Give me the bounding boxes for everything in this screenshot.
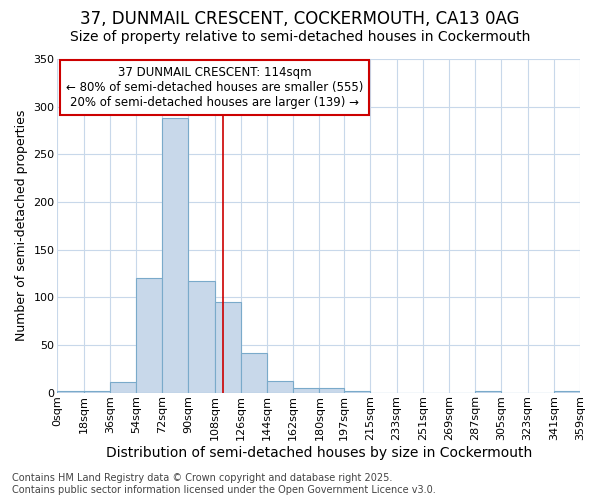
Text: Contains HM Land Registry data © Crown copyright and database right 2025.
Contai: Contains HM Land Registry data © Crown c… [12,474,436,495]
Bar [58,390,83,392]
Text: 37 DUNMAIL CRESCENT: 114sqm
← 80% of semi-detached houses are smaller (555)
20% : 37 DUNMAIL CRESCENT: 114sqm ← 80% of sem… [66,66,364,108]
Bar [110,382,136,392]
X-axis label: Distribution of semi-detached houses by size in Cockermouth: Distribution of semi-detached houses by … [106,446,532,460]
Bar [136,278,162,392]
Bar [293,388,319,392]
Text: 37, DUNMAIL CRESCENT, COCKERMOUTH, CA13 0AG: 37, DUNMAIL CRESCENT, COCKERMOUTH, CA13 … [80,10,520,28]
Bar [215,302,241,392]
Text: Size of property relative to semi-detached houses in Cockermouth: Size of property relative to semi-detach… [70,30,530,44]
Bar [319,388,344,392]
Bar [475,390,502,392]
Bar [267,381,293,392]
Y-axis label: Number of semi-detached properties: Number of semi-detached properties [15,110,28,342]
Bar [241,354,267,393]
Bar [188,281,215,392]
Bar [83,390,110,392]
Bar [344,390,370,392]
Bar [162,118,188,392]
Bar [554,390,580,392]
